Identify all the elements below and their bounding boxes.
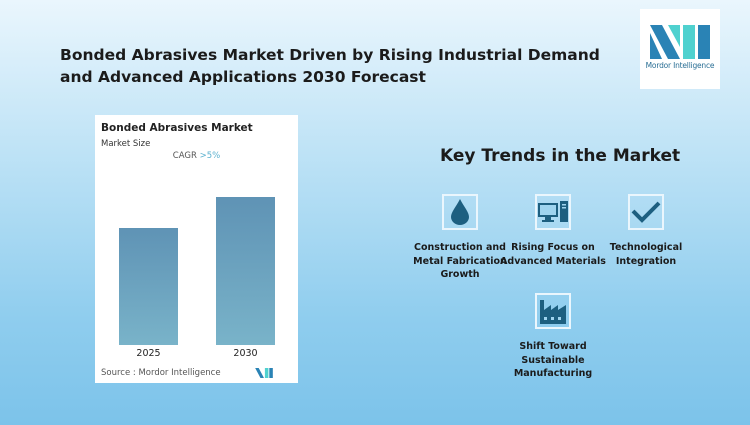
trend-label: Shift Toward Sustainable Manufacturing (513, 341, 593, 379)
logo-text: Mordor Intelligence (645, 61, 715, 70)
cagr-label: CAGR (172, 151, 197, 161)
factory-icon (535, 293, 571, 329)
trend-item: Rising Focus on Advanced Materials (498, 194, 608, 268)
bar-2030 (216, 197, 275, 345)
cagr-annotation: CAGR >5% (95, 151, 298, 161)
cagr-value: >5% (199, 151, 221, 161)
droplet-icon (442, 194, 478, 230)
trend-item: Technological Integration (591, 194, 701, 268)
mini-logo-icon (255, 368, 273, 378)
mordor-logo-icon (650, 25, 710, 59)
computer-icon (535, 194, 571, 230)
trends-heading: Key Trends in the Market (440, 146, 681, 166)
chart-subtitle: Market Size (101, 139, 151, 149)
x-tick-label: 2025 (136, 348, 161, 359)
trend-label: Rising Focus on Advanced Materials (500, 242, 606, 267)
chart-source: Source : Mordor Intelligence (101, 368, 221, 378)
trend-item: Construction and Metal Fabrication Growt… (405, 194, 515, 282)
page-title: Bonded Abrasives Market Driven by Rising… (60, 46, 600, 86)
trend-label: Construction and Metal Fabrication Growt… (413, 242, 507, 280)
logo: Mordor Intelligence (640, 9, 720, 89)
x-tick-label: 2030 (233, 348, 258, 359)
chart-title: Bonded Abrasives Market (101, 122, 253, 134)
checkmark-icon (628, 194, 664, 230)
chart-card: Bonded Abrasives Market Market Size CAGR… (95, 115, 298, 383)
trend-item: Shift Toward Sustainable Manufacturing (498, 293, 608, 381)
trend-label: Technological Integration (609, 242, 683, 267)
bar-2025 (119, 228, 178, 345)
